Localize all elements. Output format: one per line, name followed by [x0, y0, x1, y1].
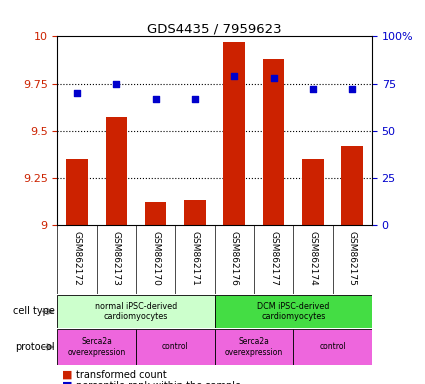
Text: transformed count: transformed count: [76, 370, 167, 380]
Point: [349, 86, 356, 92]
Text: GSM862174: GSM862174: [309, 231, 317, 286]
Text: GSM862177: GSM862177: [269, 231, 278, 286]
Point: [113, 81, 120, 87]
Text: control: control: [319, 343, 346, 351]
Text: GSM862173: GSM862173: [112, 231, 121, 286]
Text: protocol: protocol: [16, 342, 55, 352]
Point: [74, 90, 80, 96]
Point: [270, 75, 277, 81]
Point: [231, 73, 238, 79]
Bar: [215, 329, 293, 365]
Text: control: control: [162, 343, 189, 351]
Title: GDS4435 / 7959623: GDS4435 / 7959623: [147, 22, 282, 35]
Bar: [145, 202, 167, 225]
Point: [152, 96, 159, 102]
Text: percentile rank within the sample: percentile rank within the sample: [76, 381, 241, 384]
Text: GSM862172: GSM862172: [73, 231, 82, 286]
Text: GSM862175: GSM862175: [348, 231, 357, 286]
Bar: [302, 159, 324, 225]
Bar: [57, 295, 215, 328]
Bar: [136, 329, 215, 365]
Bar: [215, 295, 372, 328]
Bar: [293, 329, 372, 365]
Bar: [57, 329, 136, 365]
Point: [192, 96, 198, 102]
Bar: [184, 200, 206, 225]
Text: DCM iPSC-derived
cardiomyocytes: DCM iPSC-derived cardiomyocytes: [257, 302, 329, 321]
Bar: [224, 42, 245, 225]
Text: Serca2a
overexpression: Serca2a overexpression: [68, 337, 126, 357]
Text: GSM862170: GSM862170: [151, 231, 160, 286]
Bar: [105, 118, 127, 225]
Bar: [66, 159, 88, 225]
Bar: [341, 146, 363, 225]
Bar: [263, 59, 284, 225]
Text: cell type: cell type: [13, 306, 55, 316]
Point: [309, 86, 316, 92]
Text: GSM862171: GSM862171: [190, 231, 199, 286]
Text: GSM862176: GSM862176: [230, 231, 239, 286]
Text: ■: ■: [62, 381, 72, 384]
Text: Serca2a
overexpression: Serca2a overexpression: [225, 337, 283, 357]
Text: ■: ■: [62, 370, 72, 380]
Text: normal iPSC-derived
cardiomyocytes: normal iPSC-derived cardiomyocytes: [95, 302, 177, 321]
